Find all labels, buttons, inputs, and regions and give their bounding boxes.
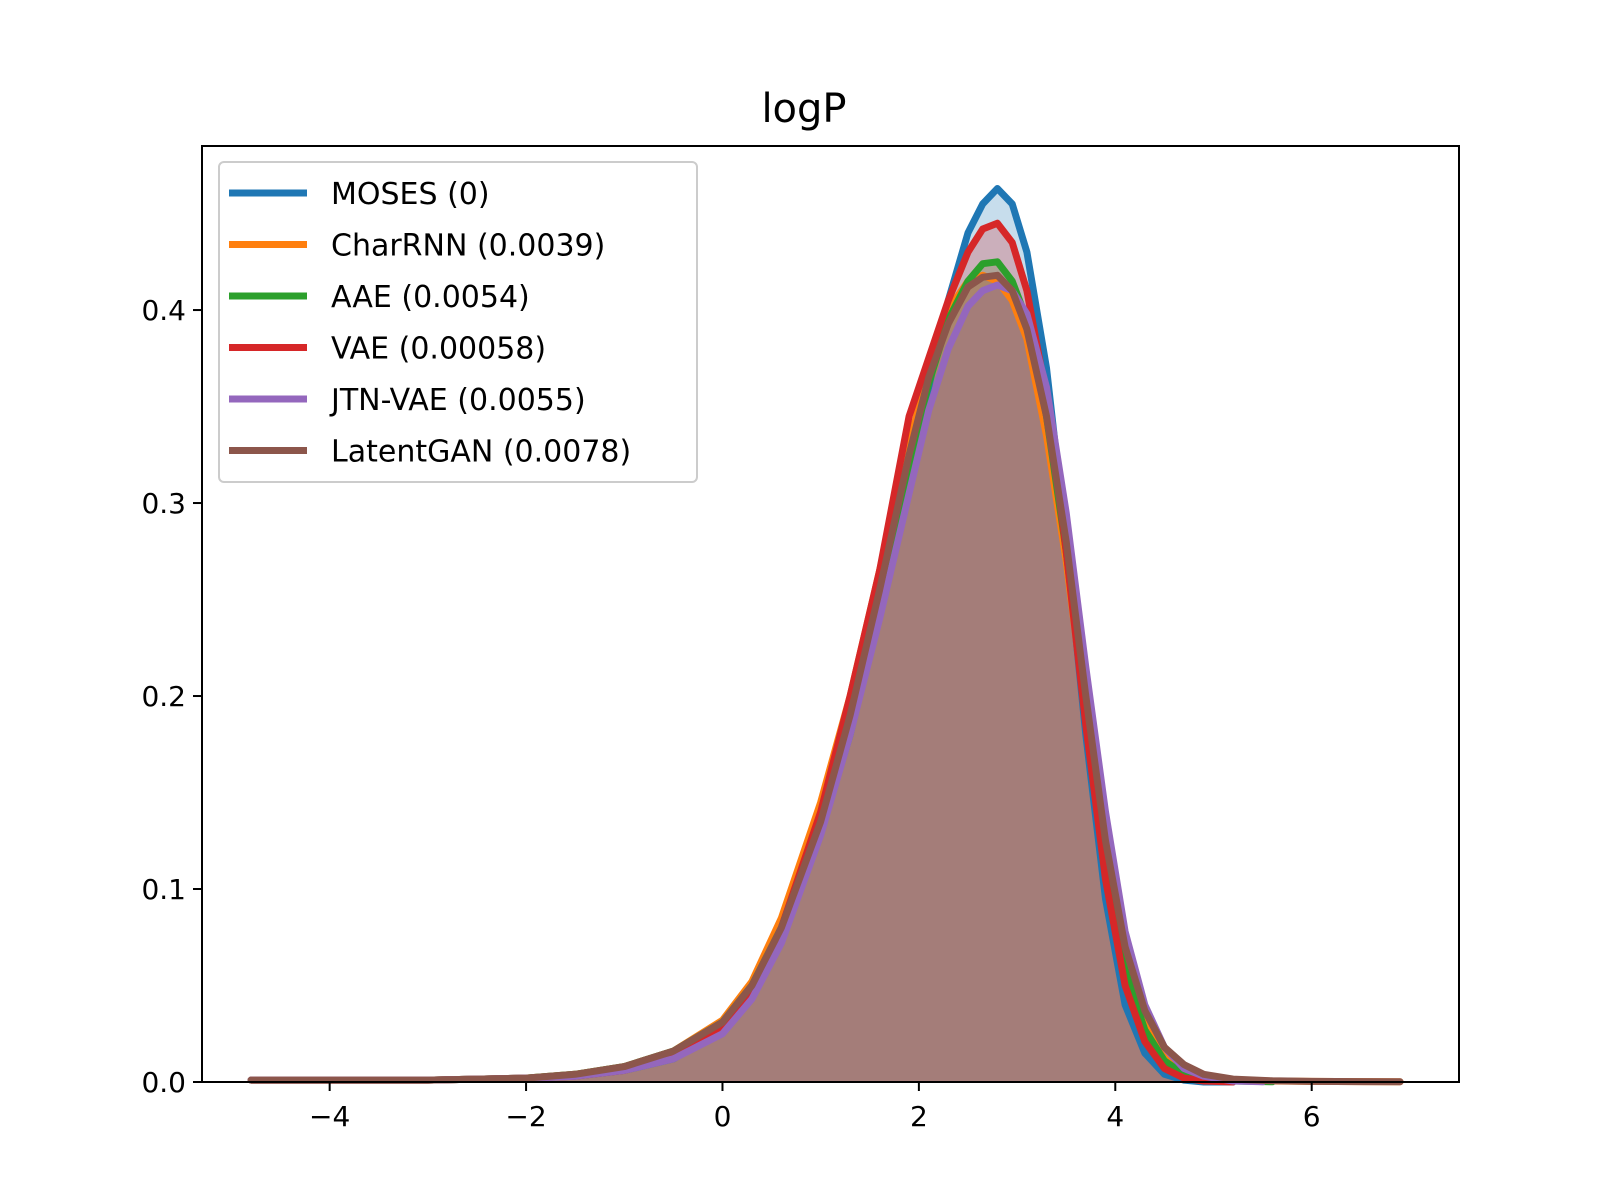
legend-label-aae-0-0054: AAE (0.0054) bbox=[331, 280, 530, 315]
series-area-jtn-vae-0-0055 bbox=[251, 285, 1263, 1082]
x-tick-label: −4 bbox=[309, 1100, 350, 1133]
legend-label-charrnn-0-0039: CharRNN (0.0039) bbox=[331, 229, 605, 264]
series-area-aae-0-0054 bbox=[251, 261, 1273, 1082]
x-axis: −4 −2 0 2 4 6 bbox=[309, 1082, 1321, 1133]
plot-frame bbox=[201, 145, 1460, 1083]
y-tick-label: 0.2 bbox=[141, 680, 186, 713]
legend-label-jtn-vae-0-0055: JTN-VAE (0.0055) bbox=[329, 383, 586, 418]
x-tick-label: 2 bbox=[910, 1100, 928, 1133]
series-area-vae-0-00058 bbox=[251, 223, 1234, 1082]
legend-label-vae-0-00058: VAE (0.00058) bbox=[331, 332, 546, 367]
y-axis: 0.0 0.1 0.2 0.3 0.4 bbox=[141, 294, 202, 1099]
series-line-latentgan-0-0078 bbox=[247, 271, 1404, 1086]
chart-title: logP bbox=[761, 86, 846, 132]
series-area-latentgan-0-0078 bbox=[251, 275, 1401, 1082]
x-tick-label: 6 bbox=[1303, 1100, 1321, 1133]
legend-label-latentgan-0-0078: LatentGAN (0.0078) bbox=[331, 435, 631, 470]
x-tick-label: 4 bbox=[1106, 1100, 1124, 1133]
legend-label-moses-0: MOSES (0) bbox=[331, 177, 490, 212]
y-tick-label: 0.4 bbox=[141, 294, 186, 327]
x-tick-label: 0 bbox=[714, 1100, 732, 1133]
y-tick-label: 0.3 bbox=[141, 487, 186, 520]
legend-box bbox=[218, 161, 698, 483]
series-area-charrnn-0-0039 bbox=[251, 275, 1401, 1082]
series-lines bbox=[247, 185, 1404, 1086]
x-tick-label: −2 bbox=[505, 1100, 546, 1133]
series-fills bbox=[251, 188, 1401, 1082]
y-tick-label: 0.0 bbox=[141, 1066, 186, 1099]
y-tick-label: 0.1 bbox=[141, 873, 186, 906]
legend: MOSES (0) CharRNN (0.0039) AAE (0.0054) VAE… bbox=[218, 161, 698, 483]
series-area-moses-0 bbox=[251, 188, 1234, 1082]
